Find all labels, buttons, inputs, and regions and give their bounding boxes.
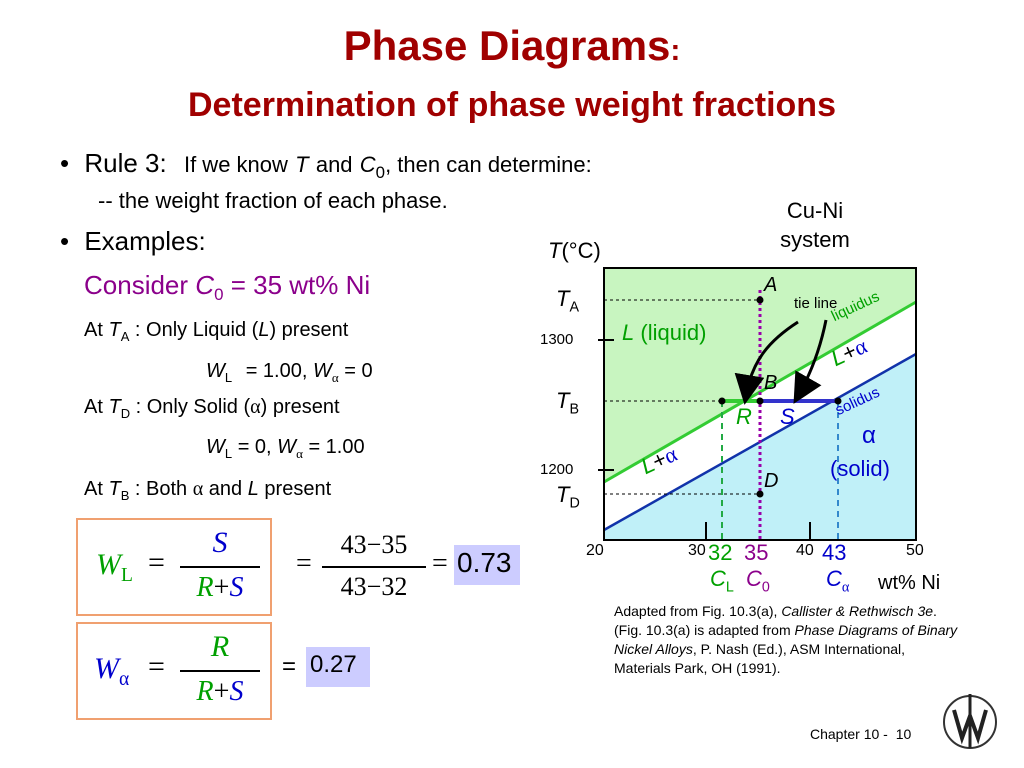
numeric-numerator: 43−35 <box>340 530 408 559</box>
CL-label: CL <box>710 566 734 596</box>
bullet: • <box>60 148 70 178</box>
WL-equals: = <box>148 546 165 579</box>
numeric-fraction-bar <box>322 566 426 568</box>
tie-line-label: tie line <box>794 295 838 312</box>
TD-line: At TD : Only Solid (α) present <box>84 396 340 421</box>
Calpha-label: Cα <box>826 566 850 596</box>
TA-label: TA <box>556 286 579 316</box>
point-B-label: B <box>764 372 778 394</box>
x-label-35: 35 <box>744 540 769 565</box>
C0-label: C0 <box>746 566 770 596</box>
page-title: Phase Diagrams: <box>343 22 681 69</box>
x-tick-40: 40 <box>796 542 814 559</box>
WL-denominator: R+S <box>196 572 244 603</box>
figure-credit: Adapted from Fig. 10.3(a), Callister & R… <box>614 603 958 676</box>
x-label-32: 32 <box>708 540 733 565</box>
tick-label-1200: 1200 <box>540 461 574 478</box>
point-B-marker <box>756 397 764 405</box>
point-D-label: D <box>764 470 779 492</box>
point-D-marker <box>756 490 764 498</box>
footer-chapter: Chapter 10 - 10 <box>810 726 912 742</box>
TD-label: TD <box>556 482 580 512</box>
point-Calpha-marker <box>834 397 842 405</box>
Walpha-equals: = <box>148 650 165 683</box>
result-Walpha: 0.27 <box>310 651 357 678</box>
rule-lead: Rule 3: <box>84 148 167 178</box>
x-tick-20: 20 <box>586 542 604 559</box>
eq-sign-2: = <box>432 548 448 579</box>
x-tick-30: 30 <box>688 542 706 559</box>
eq-sign-1: = <box>296 548 312 579</box>
y-axis-label: T(°C) <box>548 238 601 263</box>
Walpha-fraction-bar <box>180 670 260 672</box>
TB-label: TB <box>556 388 579 418</box>
x-label-43: 43 <box>822 540 847 565</box>
Walpha-denominator: R+S <box>196 676 244 707</box>
R-segment-label: R <box>736 404 752 429</box>
numeric-denominator: 43−32 <box>340 572 408 601</box>
plot-frame <box>603 267 917 541</box>
liquid-region-label: L (liquid) <box>622 320 707 345</box>
consider-line: Consider C0 = 35 wt% Ni <box>84 270 371 305</box>
x-tick-50: 50 <box>906 542 924 559</box>
WL-numerator: S <box>212 526 228 559</box>
system-label: Cu-Ni system <box>780 198 850 252</box>
tie-line-arrow-1 <box>734 320 799 405</box>
result-Walpha-highlight <box>306 647 370 687</box>
x-axis-label: wt% Ni <box>878 572 941 594</box>
Walpha-symbol: Wα <box>94 652 130 690</box>
tick-label-1300: 1300 <box>540 331 574 348</box>
point-CL-marker <box>718 397 726 405</box>
solid-region-label: (solid) <box>830 456 890 481</box>
result-WL: 0.73 <box>457 547 512 578</box>
Walpha-numerator: R <box>210 630 230 663</box>
rule-line: • Rule 3: If we know T and C0, then can … <box>60 148 592 183</box>
TD-result: WL = 0, Wα = 1.00 <box>206 436 365 461</box>
TA-result: WL = 1.00, Wα = 0 <box>206 360 373 385</box>
wiley-logo-icon <box>943 694 997 749</box>
tie-line-arrow-2 <box>793 319 828 404</box>
point-A-label: A <box>764 274 778 296</box>
WL-fraction-bar <box>180 566 260 568</box>
examples-heading: • Examples: <box>60 226 206 256</box>
S-segment-label: S <box>780 404 795 429</box>
result-WL-highlight <box>454 545 520 585</box>
TB-line: At TB : Both α and L present <box>84 478 332 503</box>
result-Walpha-prefix: = <box>282 653 297 680</box>
WL-symbol: WL <box>96 548 133 586</box>
rule-sub-line: -- the weight fraction of each phase. <box>98 188 448 213</box>
TA-line: At TA : Only Liquid (L) present <box>84 319 349 344</box>
solid-alpha-label: α <box>862 422 876 449</box>
point-A-marker <box>756 296 764 304</box>
page-subtitle: Determination of phase weight fractions <box>188 86 836 124</box>
